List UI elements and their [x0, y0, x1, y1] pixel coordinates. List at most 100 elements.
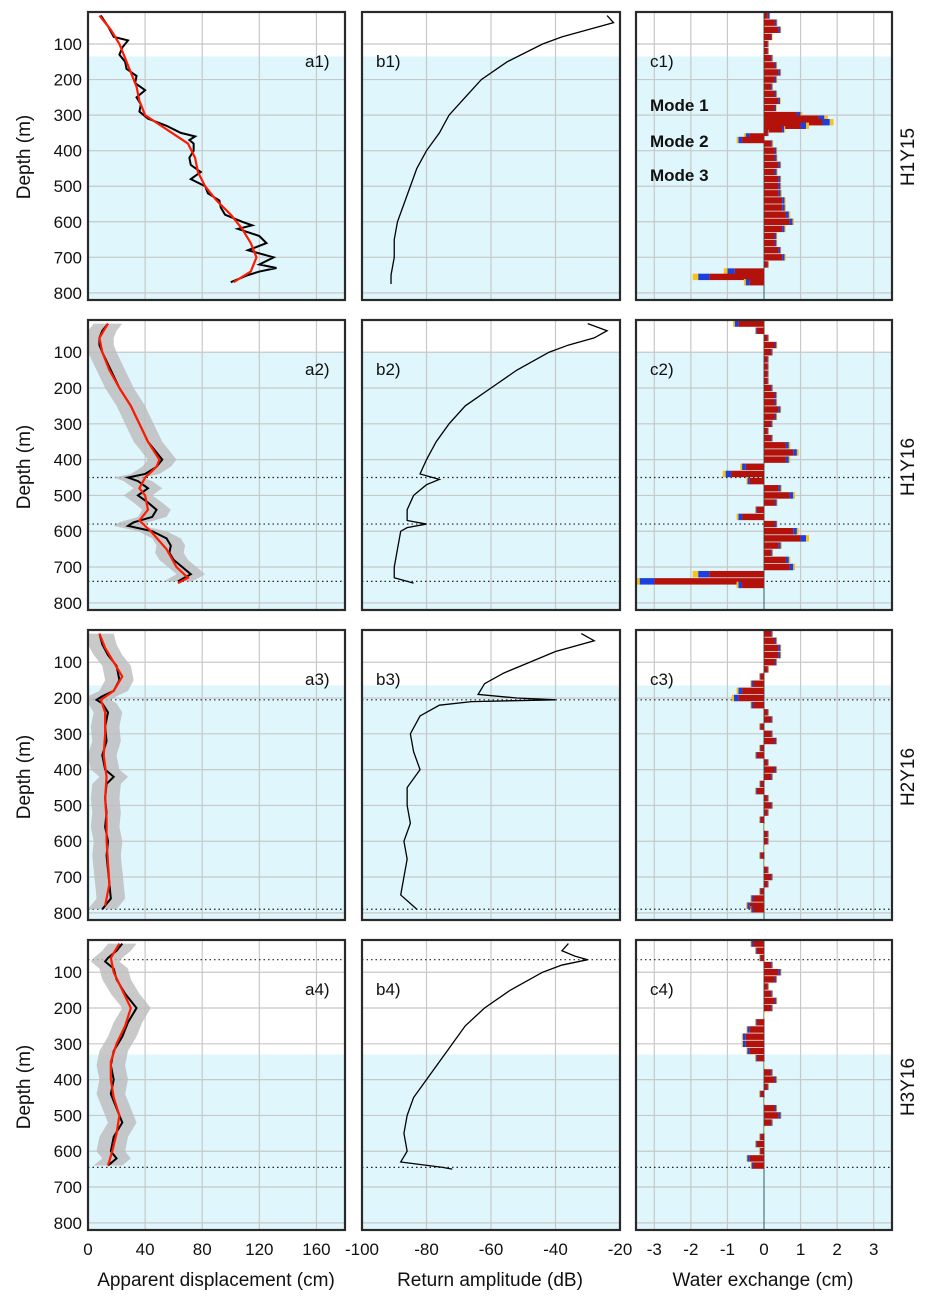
bar-mode-3-c4	[764, 1011, 765, 1019]
bar-mode-3-c2	[780, 542, 782, 549]
bar-mode-1-c1	[764, 83, 772, 90]
bar-mode-2-c3	[751, 906, 754, 913]
bar-mode-3-c3	[768, 795, 769, 802]
bar-mode-3-c1	[780, 247, 782, 254]
bar-mode-2-c4	[755, 1140, 757, 1148]
bar-mode-1-c3	[753, 906, 764, 913]
bar-mode-3-c4	[746, 1047, 748, 1055]
panel-label-c3: c3)	[650, 670, 674, 689]
bar-mode-1-c1	[764, 211, 786, 218]
bar-mode-1-c3	[764, 766, 775, 773]
bar-mode-2-c2	[734, 320, 739, 327]
xtick-label-a4: 0	[83, 1240, 92, 1259]
ytick-label-a1: 700	[54, 248, 82, 267]
bar-mode-2-c1	[800, 122, 807, 129]
bar-mode-2-c1	[745, 133, 750, 140]
panel-b4: b4) -100 -80 -60 -40 -20	[345, 938, 632, 1259]
plot-area-a2	[88, 322, 206, 585]
bar-mode-3-c2	[768, 427, 769, 435]
ytick-label-a4: 700	[54, 1178, 82, 1197]
bar-mode-1-c3	[756, 787, 764, 795]
panel-label-a2: a2)	[305, 360, 330, 379]
panel-label-b4: b4)	[376, 980, 401, 999]
bar-mode-3-c3	[780, 651, 782, 659]
bar-mode-1-c1	[709, 273, 764, 281]
bar-mode-1-c3	[764, 838, 768, 845]
grid-a1	[87, 12, 345, 300]
bar-mode-2-c3	[767, 709, 769, 716]
bar-mode-3-c1	[776, 90, 778, 97]
ytick-label-a3: 500	[54, 796, 82, 815]
bar-mode-3-c1	[824, 115, 828, 122]
plot-area-a4	[90, 942, 151, 1167]
raw-displacement-line-a1	[100, 14, 277, 284]
bar-mode-2-c1	[738, 136, 743, 144]
bar-mode-3-c4	[741, 1040, 743, 1048]
bar-mode-1-c3	[760, 780, 764, 788]
ylabel-row-3: Depth (m)	[14, 735, 35, 819]
bar-mode-2-c3	[767, 866, 769, 874]
ytick-label-a4: 400	[54, 1071, 82, 1090]
bar-mode-1-c4	[764, 983, 768, 990]
bar-mode-1-c1	[764, 225, 783, 233]
bar-mode-3-c4	[764, 1062, 765, 1069]
bar-mode-2-c3	[771, 730, 773, 738]
bar-mode-3-c1	[768, 40, 769, 48]
bar-mode-2-c3	[751, 895, 754, 902]
bar-mode-2-c2	[639, 578, 655, 585]
panel-label-a3: a3)	[305, 670, 330, 689]
bar-mode-3-c3	[750, 701, 752, 709]
bar-mode-1-c3	[756, 752, 764, 759]
panel-b1: b1)	[360, 10, 622, 302]
bar-mode-1-c3	[764, 795, 768, 802]
bar-mode-1-c3	[753, 895, 764, 902]
bar-mode-1-c3	[760, 888, 764, 895]
bar-mode-3-c4	[764, 1126, 765, 1133]
bar-mode-1-c4	[764, 1004, 772, 1012]
bar-mode-3-c3	[750, 906, 752, 913]
bar-mode-3-c1	[776, 232, 778, 240]
bar-mode-3-c3	[768, 880, 769, 888]
bar-mode-3-c4	[780, 969, 782, 976]
bar-mode-2-c1	[698, 273, 710, 281]
bar-mode-1-c3	[764, 666, 768, 673]
bar-mode-1-c3	[764, 773, 772, 781]
bar-mode-1-c4	[756, 1054, 764, 1062]
bar-mode-3-c4	[780, 1112, 782, 1119]
bar-mode-1-c1	[764, 147, 775, 154]
bar-mode-3-c4	[741, 1033, 743, 1040]
panel-frame-a4	[86, 938, 347, 1232]
bar-mode-3-c4	[755, 1054, 756, 1062]
amplitude-line-b1	[390, 15, 615, 284]
bar-mode-3-c1	[776, 104, 777, 112]
row-label-4: H3Y16	[898, 1058, 919, 1116]
raw-displacement-line-a2	[98, 322, 193, 583]
bar-mode-3-c1	[780, 26, 782, 33]
bar-mode-2-c2	[785, 442, 789, 449]
bar-mode-2-c4	[755, 947, 757, 954]
plot-area-b2	[393, 322, 609, 584]
bar-mode-3-c3	[755, 787, 756, 795]
bar-mode-3-c4	[772, 961, 773, 969]
bar-mode-2-c4	[759, 1148, 761, 1155]
smooth-displacement-line-a1	[98, 14, 258, 284]
bar-mode-2-c1	[771, 83, 773, 90]
ytick-label-a1: 800	[54, 284, 82, 303]
bar-mode-3-c3	[759, 888, 760, 895]
bar-mode-1-c3	[764, 709, 768, 716]
bar-mode-1-c1	[764, 161, 779, 169]
bar-mode-3-c1	[772, 33, 773, 41]
bar-mode-1-c2	[764, 413, 775, 420]
xtick-label-c4: 2	[832, 1240, 841, 1259]
bar-mode-1-c4	[753, 1162, 764, 1169]
panel-frame-b2	[360, 318, 622, 612]
legend-mode-1: Mode 1	[650, 96, 709, 115]
bar-mode-2-c2	[793, 449, 797, 456]
bar-mode-2-c4	[771, 1119, 773, 1126]
bar-mode-2-c2	[767, 363, 769, 370]
bar-mode-2-c1	[818, 115, 825, 122]
plot-area-a1	[98, 14, 277, 284]
bar-mode-3-c3	[768, 830, 769, 838]
amplitude-line-b4	[399, 943, 588, 1170]
bar-mode-3-c1	[772, 83, 773, 90]
